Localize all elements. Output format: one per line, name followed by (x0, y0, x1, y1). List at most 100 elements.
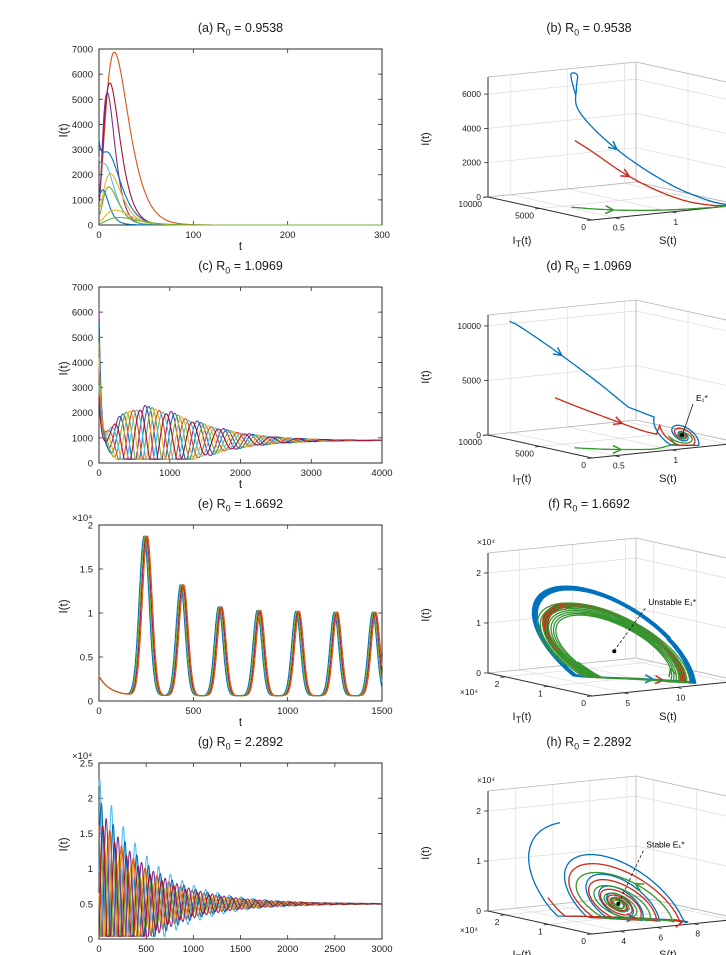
tick-label: 2000 (277, 944, 298, 955)
axis-exponent: ×10⁴ (460, 925, 478, 935)
tick-label: 0 (476, 430, 481, 440)
equilibrium-dot (680, 433, 684, 437)
tick-label: 0 (96, 944, 101, 955)
tick-label: 0 (476, 192, 481, 202)
title-subscript: 0 (225, 503, 231, 514)
title-text: (e) R (197, 497, 226, 511)
tick-label: 2000 (462, 158, 481, 168)
tick-label: 2 (495, 917, 500, 927)
grid-line (539, 431, 689, 447)
direction-arrow (620, 168, 631, 178)
series-line (98, 395, 383, 460)
tick-label: 2500 (324, 944, 345, 955)
title-text: = 0.9538 (579, 21, 632, 35)
tick-label: 0.5 (613, 461, 625, 471)
tick (623, 692, 629, 695)
trajectory-line (509, 320, 700, 447)
tick-label: 0 (581, 698, 586, 708)
plot-title: (e) R0 = 1.6692 (99, 497, 382, 514)
grid-line (487, 113, 637, 129)
direction-arrow (612, 444, 623, 455)
direction-arrow (673, 918, 685, 928)
tick (671, 211, 677, 214)
plot-title: (g) R0 = 2.2892 (99, 735, 382, 752)
tick (614, 455, 620, 458)
tick-label: 4000 (462, 123, 481, 133)
plot-title: (h) R0 = 2.2892 (432, 735, 726, 752)
tick-label: 0 (581, 936, 586, 946)
grid-line (635, 113, 726, 134)
tick-label: 1500 (230, 944, 251, 955)
tick-label: 2.5 (80, 759, 93, 770)
wall-edge (487, 61, 637, 78)
tick (671, 449, 677, 452)
tick-label: 6000 (72, 308, 93, 319)
grid-line (487, 78, 637, 95)
tick-label: 0 (476, 668, 481, 678)
tick-label: 2 (495, 679, 500, 689)
tick-label: 1000 (72, 433, 93, 444)
grid-line (487, 310, 637, 327)
plot-title: (b) R0 = 0.9538 (432, 21, 726, 38)
grid-line (487, 845, 637, 862)
tick-label: 1.5 (80, 565, 93, 576)
tick-label: 6 (658, 932, 663, 942)
equilibrium-dot (612, 649, 617, 654)
tick-label: 0 (96, 468, 101, 479)
series-line (98, 825, 383, 937)
tick-label: 0 (581, 460, 586, 470)
tick (586, 695, 593, 697)
tick-label: 0 (96, 706, 101, 717)
tick-label: 3000 (371, 944, 392, 955)
trajectory-line (547, 862, 683, 924)
direction-arrow (552, 347, 564, 357)
tick (656, 927, 662, 929)
tick-label: 5000 (72, 95, 93, 106)
y-axis-label: IT(t) (512, 949, 532, 955)
y-axis-label: IT(t) (512, 235, 532, 250)
title-subscript: 0 (225, 27, 231, 38)
annotation-leader (682, 403, 694, 434)
arrow-head (668, 666, 678, 678)
series-line (99, 216, 382, 226)
wall-edge (635, 61, 726, 83)
trajectory-line (575, 871, 675, 923)
title-subscript: 0 (225, 741, 231, 752)
tick-label: 2 (476, 806, 481, 816)
wall-edge (487, 419, 637, 436)
tick-label: 2 (88, 521, 93, 532)
title-text: (b) R (546, 21, 575, 35)
title-text: = 0.9538 (230, 21, 284, 35)
tick-label: 0 (88, 697, 93, 708)
axis-line (487, 196, 593, 221)
arrow-head (604, 204, 616, 215)
trajectory-line (571, 205, 726, 212)
tick-label: 3000 (72, 145, 93, 156)
tick-label: 200 (280, 230, 296, 241)
arrow-head (612, 416, 624, 426)
plot-title: (f) R0 = 1.6692 (432, 497, 726, 514)
tick (586, 457, 593, 459)
title-text: (c) R (198, 259, 226, 273)
title-subscript: 0 (574, 741, 580, 752)
x-axis-label: t (238, 479, 243, 491)
title-subscript: 0 (574, 27, 580, 38)
title-text: (a) R (197, 21, 226, 35)
tick-label: 5000 (462, 376, 481, 386)
tick-label: 2000 (72, 170, 93, 181)
tick-label: 1000 (72, 195, 93, 206)
annotation-label: Stable E₁* (646, 840, 685, 850)
title-text: (f) R (548, 497, 573, 511)
equilibrium-dot (616, 901, 621, 906)
axis-exponent: ×10⁴ (72, 513, 92, 524)
tick (500, 676, 506, 678)
subplot-h: (h) R0 = 2.2892 I(t) 46810012012×10⁴×10⁴… (412, 734, 726, 955)
grid-line (487, 795, 637, 812)
tick-label: 1 (476, 618, 481, 628)
x-axis-label: S(t) (659, 473, 677, 485)
grid-line (635, 845, 726, 867)
tick-label: 8 (695, 929, 700, 939)
grid-line (635, 310, 726, 332)
